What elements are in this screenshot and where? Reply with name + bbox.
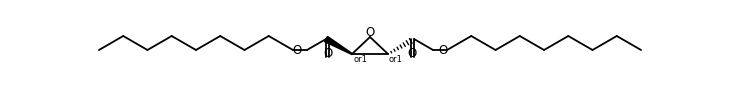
Text: O: O	[293, 43, 302, 56]
Text: or1: or1	[389, 55, 403, 64]
Text: or1: or1	[354, 55, 368, 64]
Polygon shape	[325, 36, 352, 54]
Text: O: O	[438, 43, 447, 56]
Text: O: O	[408, 47, 417, 60]
Text: O: O	[323, 47, 332, 60]
Text: O: O	[366, 26, 374, 39]
